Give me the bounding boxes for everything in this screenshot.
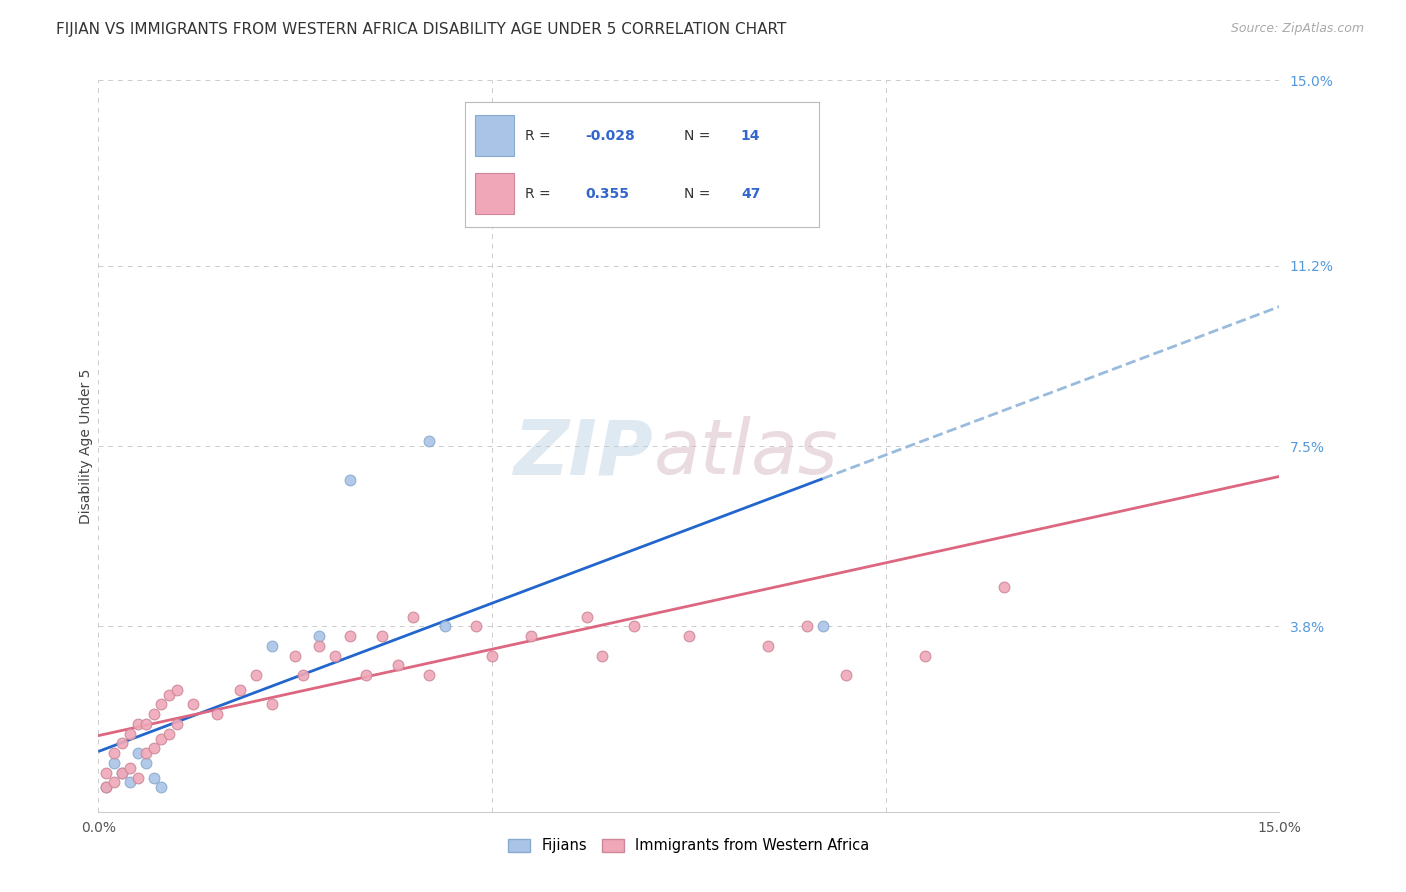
Point [127, 746, 149, 760]
Point [181, 698, 204, 712]
Point [135, 717, 157, 731]
Text: FIJIAN VS IMMIGRANTS FROM WESTERN AFRICA DISABILITY AGE UNDER 5 CORRELATION CHAR: FIJIAN VS IMMIGRANTS FROM WESTERN AFRICA… [56, 22, 786, 37]
Point [135, 756, 157, 770]
Point [118, 761, 141, 775]
Point [118, 775, 141, 789]
Point [157, 688, 180, 702]
Point [481, 648, 503, 663]
Point [96, 780, 118, 795]
Point [371, 629, 394, 643]
Y-axis label: Disability Age Under 5: Disability Age Under 5 [79, 368, 93, 524]
Point [811, 619, 834, 633]
Point [260, 698, 283, 712]
Point [623, 619, 645, 633]
Point [433, 619, 456, 633]
Point [339, 629, 361, 643]
Point [96, 780, 118, 795]
Text: Source: ZipAtlas.com: Source: ZipAtlas.com [1230, 22, 1364, 36]
Point [260, 639, 283, 653]
Point [284, 648, 307, 663]
Point [323, 648, 346, 663]
Point [914, 648, 936, 663]
Point [796, 619, 818, 633]
Point [756, 639, 779, 653]
Point [142, 741, 165, 756]
Point [103, 756, 125, 770]
Point [166, 682, 188, 697]
Point [402, 609, 425, 624]
Point [111, 765, 134, 780]
Point [127, 771, 149, 785]
Point [142, 707, 165, 722]
Point [135, 746, 157, 760]
Point [229, 682, 252, 697]
Point [205, 707, 228, 722]
Point [520, 629, 543, 643]
Point [150, 780, 173, 795]
Point [111, 736, 134, 750]
Point [150, 698, 173, 712]
Point [835, 668, 858, 682]
Point [245, 668, 267, 682]
Point [150, 731, 173, 746]
Point [96, 765, 118, 780]
Point [292, 668, 315, 682]
Point [127, 717, 149, 731]
Point [339, 473, 361, 487]
Point [308, 629, 330, 643]
Point [387, 658, 409, 673]
Point [591, 648, 613, 663]
Point [308, 639, 330, 653]
Point [993, 581, 1015, 595]
Text: atlas: atlas [654, 417, 838, 491]
Point [118, 727, 141, 741]
Text: ZIP: ZIP [513, 417, 654, 491]
Point [465, 619, 488, 633]
Point [678, 629, 700, 643]
Point [166, 717, 188, 731]
Point [354, 668, 377, 682]
Point [142, 771, 165, 785]
Point [111, 765, 134, 780]
Point [418, 434, 440, 449]
Point [654, 180, 676, 194]
Point [157, 727, 180, 741]
Legend: Fijians, Immigrants from Western Africa: Fijians, Immigrants from Western Africa [502, 832, 876, 859]
Point [575, 609, 598, 624]
Point [103, 746, 125, 760]
Point [103, 775, 125, 789]
Point [418, 668, 440, 682]
